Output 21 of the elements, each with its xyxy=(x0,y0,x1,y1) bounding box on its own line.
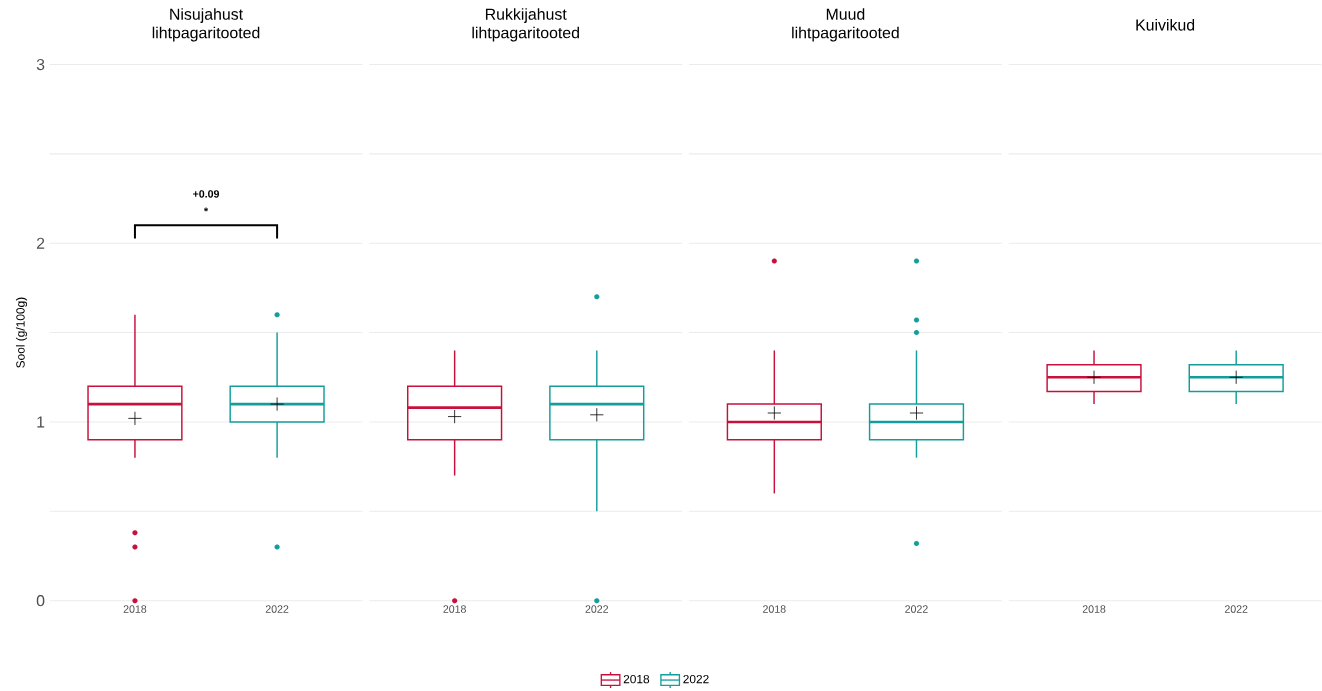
chart-title: Nisujahust lihtpagaritooted xyxy=(152,8,260,42)
y-tick-label: 1 xyxy=(37,416,45,428)
x-tick-label: 2022 xyxy=(265,605,289,613)
y-tick-label: 2 xyxy=(36,237,45,249)
y-tick-label: 0 xyxy=(36,594,45,607)
x-tick-label: 2022 xyxy=(585,605,609,613)
annotation: +0.09 xyxy=(193,190,220,198)
chart-title: Muud lihtpagaritooted xyxy=(792,8,899,42)
legend-label: 2018 xyxy=(623,674,650,684)
annotation: * xyxy=(203,207,209,212)
x-tick-label: 2022 xyxy=(1224,605,1248,613)
x-tick-label: 2018 xyxy=(123,605,147,613)
x-tick-label: 2022 xyxy=(905,605,928,613)
legend-label: 2022 xyxy=(683,674,709,684)
x-tick-label: 2018 xyxy=(763,605,786,613)
x-tick-label: 2018 xyxy=(1082,605,1106,613)
y-axis-title: Sool (g/100g) xyxy=(15,297,28,368)
x-tick-label: 2018 xyxy=(443,605,466,613)
chart-title: Kuivikud xyxy=(1136,18,1195,31)
y-tick-label: 3 xyxy=(36,58,45,70)
chart-title: Rukkijahust lihtpagaritooted xyxy=(472,8,579,42)
